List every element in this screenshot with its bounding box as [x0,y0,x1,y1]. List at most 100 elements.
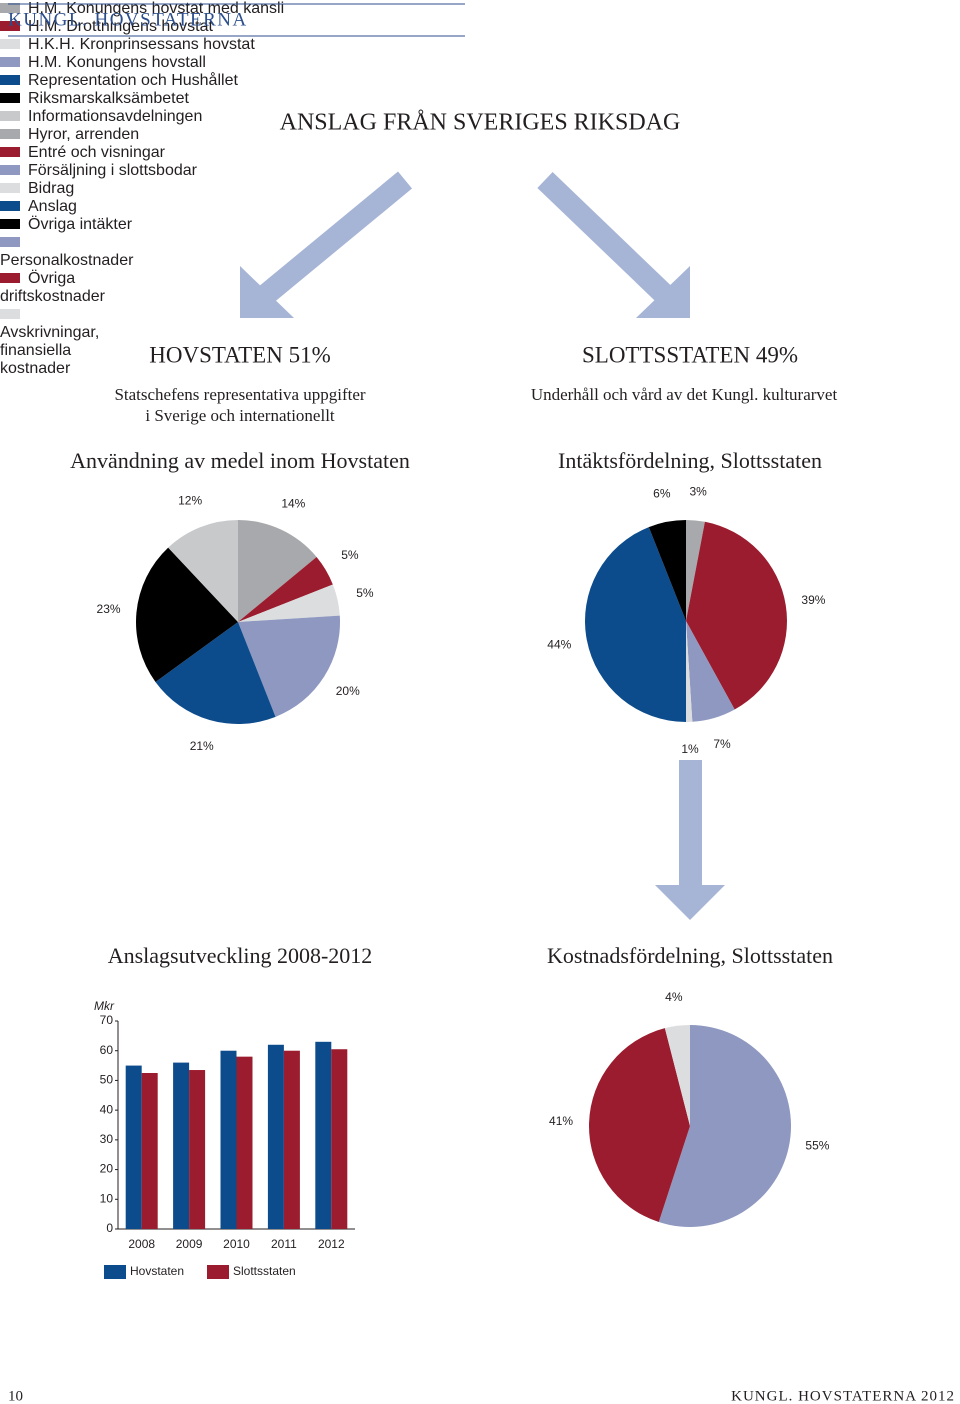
legend-swatch [0,111,20,121]
slice-label: 3% [689,485,707,499]
legend-swatch [0,21,20,31]
bar [189,1070,206,1229]
legend-label: Anslag [28,198,77,215]
section-heading: HOVSTATEN 51% [149,342,331,367]
chart-title: Intäktsfördelning, Slottsstaten [558,448,822,473]
slice-label: 6% [653,486,671,500]
slice-label: 5% [356,586,374,600]
legend-item: Hyror, arrenden [0,126,960,144]
bar [283,1050,300,1229]
pie-slice [686,621,735,722]
legend-swatch [0,237,20,247]
pie-slice [588,1028,690,1223]
arrows [240,171,725,920]
arrow-head [240,266,294,318]
slice-label: 12% [178,493,202,507]
legend-swatch [0,57,20,67]
bar [236,1056,253,1229]
pie-slice [238,520,317,622]
y-tick-label: 70 [100,1013,114,1027]
bar [331,1049,348,1229]
legend-swatch [0,93,20,103]
y-tick-label: 60 [100,1043,114,1057]
legend-item: Personalkostnader [0,234,133,270]
legend-item: Riksmarskalksämbetet [0,90,960,108]
legend-label: Riksmarskalksämbetet [28,90,189,107]
slice-label: 5% [341,548,359,562]
legend-label: Personalkostnader [0,252,134,269]
legend-swatch [0,183,20,193]
legend-label: Försäljning i slottsbodar [28,162,197,179]
pie-slice [238,615,341,717]
legend-label: Övriga intäkter [28,216,133,233]
pie-slice [136,547,238,682]
legend-item: Entré och visningar [0,144,960,162]
section-description: Statschefens representativa uppgifter [114,385,365,404]
y-tick-label: 20 [100,1162,114,1176]
bar [315,1041,332,1229]
bar [220,1050,237,1229]
slice-label: 23% [97,602,121,616]
legend-swatch [0,219,20,229]
legend-swatch [0,201,20,211]
pie-slice [585,527,686,722]
pie-slice [238,556,333,622]
arrow-shaft [679,760,702,886]
header-title: KUNGL. HOVSTATERNA [8,9,248,30]
legend-swatch [104,1265,126,1279]
y-axis-label: Mkr [94,999,115,1013]
x-tick-label: 2011 [271,1237,297,1251]
legend-item: H.M. Drottningens hovstat [0,18,960,36]
pie-slice [686,521,787,710]
y-tick-label: 40 [100,1102,114,1116]
slice-label: 55% [805,1138,829,1152]
legend-swatch [0,165,20,175]
legend-item: Bidrag [0,180,960,198]
slice-label: 41% [549,1114,573,1128]
legend-label: H.K.H. Kronprinsessans hovstat [28,36,255,53]
legend-swatch [0,3,20,13]
chart-title: Användning av medel inom Hovstaten [70,448,410,473]
page-number: 10 [8,1388,23,1404]
y-tick-label: 10 [100,1191,114,1205]
x-tick-label: 2012 [318,1237,345,1251]
legend-swatch [207,1265,229,1279]
pie-slice [648,520,686,621]
bar [141,1073,158,1229]
arrow-shaft [537,172,676,306]
legend-item: Informationsavdelningen [0,108,960,126]
pie-slice [155,622,276,725]
slice-label: 1% [681,742,699,756]
slice-label: 4% [665,990,683,1004]
legend-label: Slottsstaten [233,1264,296,1278]
slice-label: 7% [713,737,731,751]
section-heading: SLOTTSSTATEN 49% [582,342,798,367]
legend-label: Bidrag [28,180,75,197]
footer-publication: KUNGL. HOVSTATERNA 2012 [731,1388,955,1404]
legend-label: H.M. Konungens hovstall [28,54,206,71]
pie-slice [658,1025,791,1227]
legend-item: Försäljning i slottsbodar [0,162,960,180]
y-tick-label: 30 [100,1132,114,1146]
legend-label: Entré och visningar [28,144,165,161]
y-tick-label: 50 [100,1073,114,1087]
y-tick-label: 0 [106,1221,113,1235]
page-title: ANSLAG FRÅN SVERIGES RIKSDAG [280,110,681,136]
legend-item: Anslag [0,198,960,216]
bar [267,1044,284,1229]
legend-swatch [0,129,20,139]
legend-item: Avskrivningar, finansiella kostnader [0,306,125,378]
chart-title: Anslagsutveckling 2008-2012 [108,943,373,968]
section-description: Underhåll och vård av det Kungl. kultura… [531,385,838,404]
legend-label: Hovstaten [130,1264,184,1278]
chart-title: Kostnadsfördelning, Slottsstaten [547,943,833,968]
legend-swatch [0,273,20,283]
slice-label: 44% [547,637,571,651]
legend-item: H.M. Konungens hovstall [0,54,960,72]
legend-swatch [0,39,20,49]
slice-label: 20% [336,684,360,698]
legend-item: Övriga driftskostnader [0,270,125,306]
slice-label: 14% [281,497,305,511]
